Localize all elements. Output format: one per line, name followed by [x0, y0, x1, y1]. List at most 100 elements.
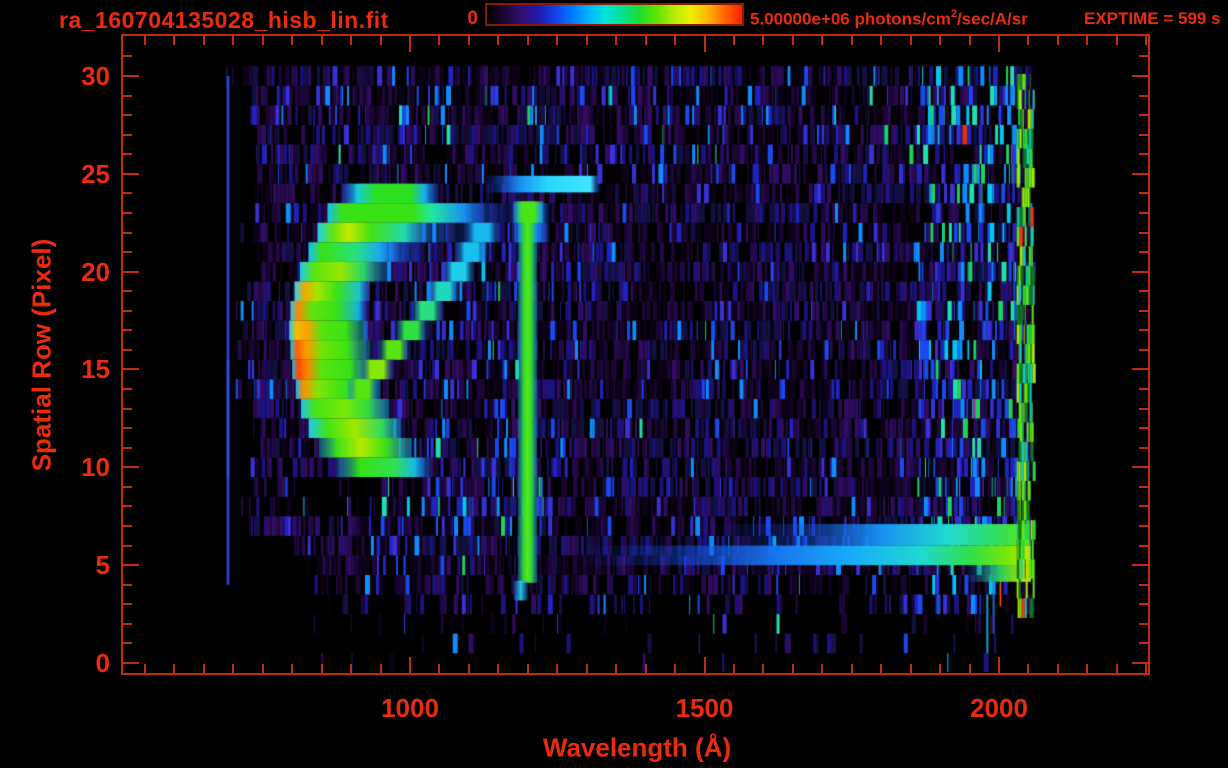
y-tick: [1139, 505, 1148, 508]
y-tick: [123, 153, 132, 156]
x-tick: [703, 36, 706, 52]
y-tick: [1139, 94, 1148, 97]
y-tick: [123, 94, 132, 97]
y-tick: [123, 348, 132, 351]
y-tick: [1139, 290, 1148, 293]
colorbar-gradient: [487, 5, 742, 24]
y-tick: [1139, 603, 1148, 606]
y-tick: [123, 133, 132, 136]
x-tick: [585, 36, 588, 45]
y-tick-label: 20: [81, 256, 110, 287]
y-tick: [1139, 55, 1148, 58]
y-tick-label: 15: [81, 354, 110, 385]
x-tick: [880, 664, 883, 673]
x-tick: [438, 664, 441, 673]
colorbar-max-label: 5.00000e+06 photons/cm2/sec/A/sr: [750, 8, 1028, 30]
y-tick: [1139, 544, 1148, 547]
x-tick: [1086, 664, 1089, 673]
x-tick: [968, 664, 971, 673]
x-tick: [674, 664, 677, 673]
x-tick: [850, 36, 853, 45]
x-tick: [261, 664, 264, 673]
y-tick: [1139, 329, 1148, 332]
x-tick: [526, 36, 529, 45]
plot-frame: [121, 34, 1150, 675]
y-tick: [123, 525, 132, 528]
y-tick: [123, 466, 139, 469]
x-tick: [1145, 36, 1148, 45]
x-tick: [173, 664, 176, 673]
x-tick: [350, 36, 353, 45]
x-tick: [1027, 664, 1030, 673]
y-tick: [1139, 309, 1148, 312]
x-tick: [1027, 36, 1030, 45]
x-tick: [850, 664, 853, 673]
x-tick: [909, 36, 912, 45]
x-tick: [585, 664, 588, 673]
x-tick: [1086, 36, 1089, 45]
x-tick: [762, 664, 765, 673]
y-tick: [123, 251, 132, 254]
x-tick: [762, 36, 765, 45]
y-tick: [1139, 525, 1148, 528]
y-tick: [1132, 74, 1148, 77]
x-tick: [1115, 664, 1118, 673]
y-tick: [1139, 427, 1148, 430]
x-tick: [939, 36, 942, 45]
x-tick: [880, 36, 883, 45]
y-tick: [1132, 270, 1148, 273]
y-tick: [123, 290, 132, 293]
y-tick: [123, 485, 132, 488]
x-tick: [438, 36, 441, 45]
x-tick: [143, 36, 146, 45]
x-tick: [173, 36, 176, 45]
y-tick: [123, 55, 132, 58]
y-tick: [123, 544, 132, 547]
y-tick-label: 30: [81, 60, 110, 91]
y-tick: [1139, 114, 1148, 117]
x-tick: [939, 664, 942, 673]
y-tick: [123, 407, 132, 410]
y-tick: [123, 583, 132, 586]
x-tick: [998, 36, 1000, 52]
x-tick: [791, 36, 794, 45]
x-tick: [232, 664, 235, 673]
y-tick: [1139, 388, 1148, 391]
x-tick: [1056, 664, 1059, 673]
y-tick: [123, 642, 132, 645]
y-tick: [123, 309, 132, 312]
x-tick: [1056, 36, 1059, 45]
y-tick: [123, 192, 132, 195]
x-tick: [1115, 36, 1118, 45]
x-tick: [556, 36, 559, 45]
x-tick: [232, 36, 235, 45]
y-tick: [123, 74, 139, 77]
colorbar-max-value: 5.00000e+06: [750, 9, 850, 29]
y-tick-label: 10: [81, 452, 110, 483]
x-tick: [674, 36, 677, 45]
x-tick: [202, 664, 205, 673]
x-tick: [732, 36, 735, 45]
y-tick: [123, 505, 132, 508]
x-tick: [320, 664, 323, 673]
y-tick: [123, 603, 132, 606]
y-tick: [1139, 192, 1148, 195]
y-tick: [1139, 642, 1148, 645]
y-tick-label: 5: [95, 550, 110, 581]
y-tick: [123, 231, 132, 234]
x-tick: [409, 657, 411, 673]
x-tick-label: 2000: [970, 693, 1028, 723]
x-tick: [379, 664, 382, 673]
y-tick: [123, 427, 132, 430]
colorbar-unit-post: /sec/A/sr: [956, 9, 1028, 29]
x-tick: [644, 36, 647, 45]
x-tick: [968, 36, 971, 45]
x-tick: [998, 657, 1000, 673]
y-tick: [123, 270, 139, 273]
y-tick: [123, 446, 132, 449]
y-tick: [123, 388, 132, 391]
x-tick: [791, 664, 794, 673]
x-tick: [615, 36, 618, 45]
x-tick: [1145, 664, 1148, 673]
y-tick: [123, 329, 132, 332]
